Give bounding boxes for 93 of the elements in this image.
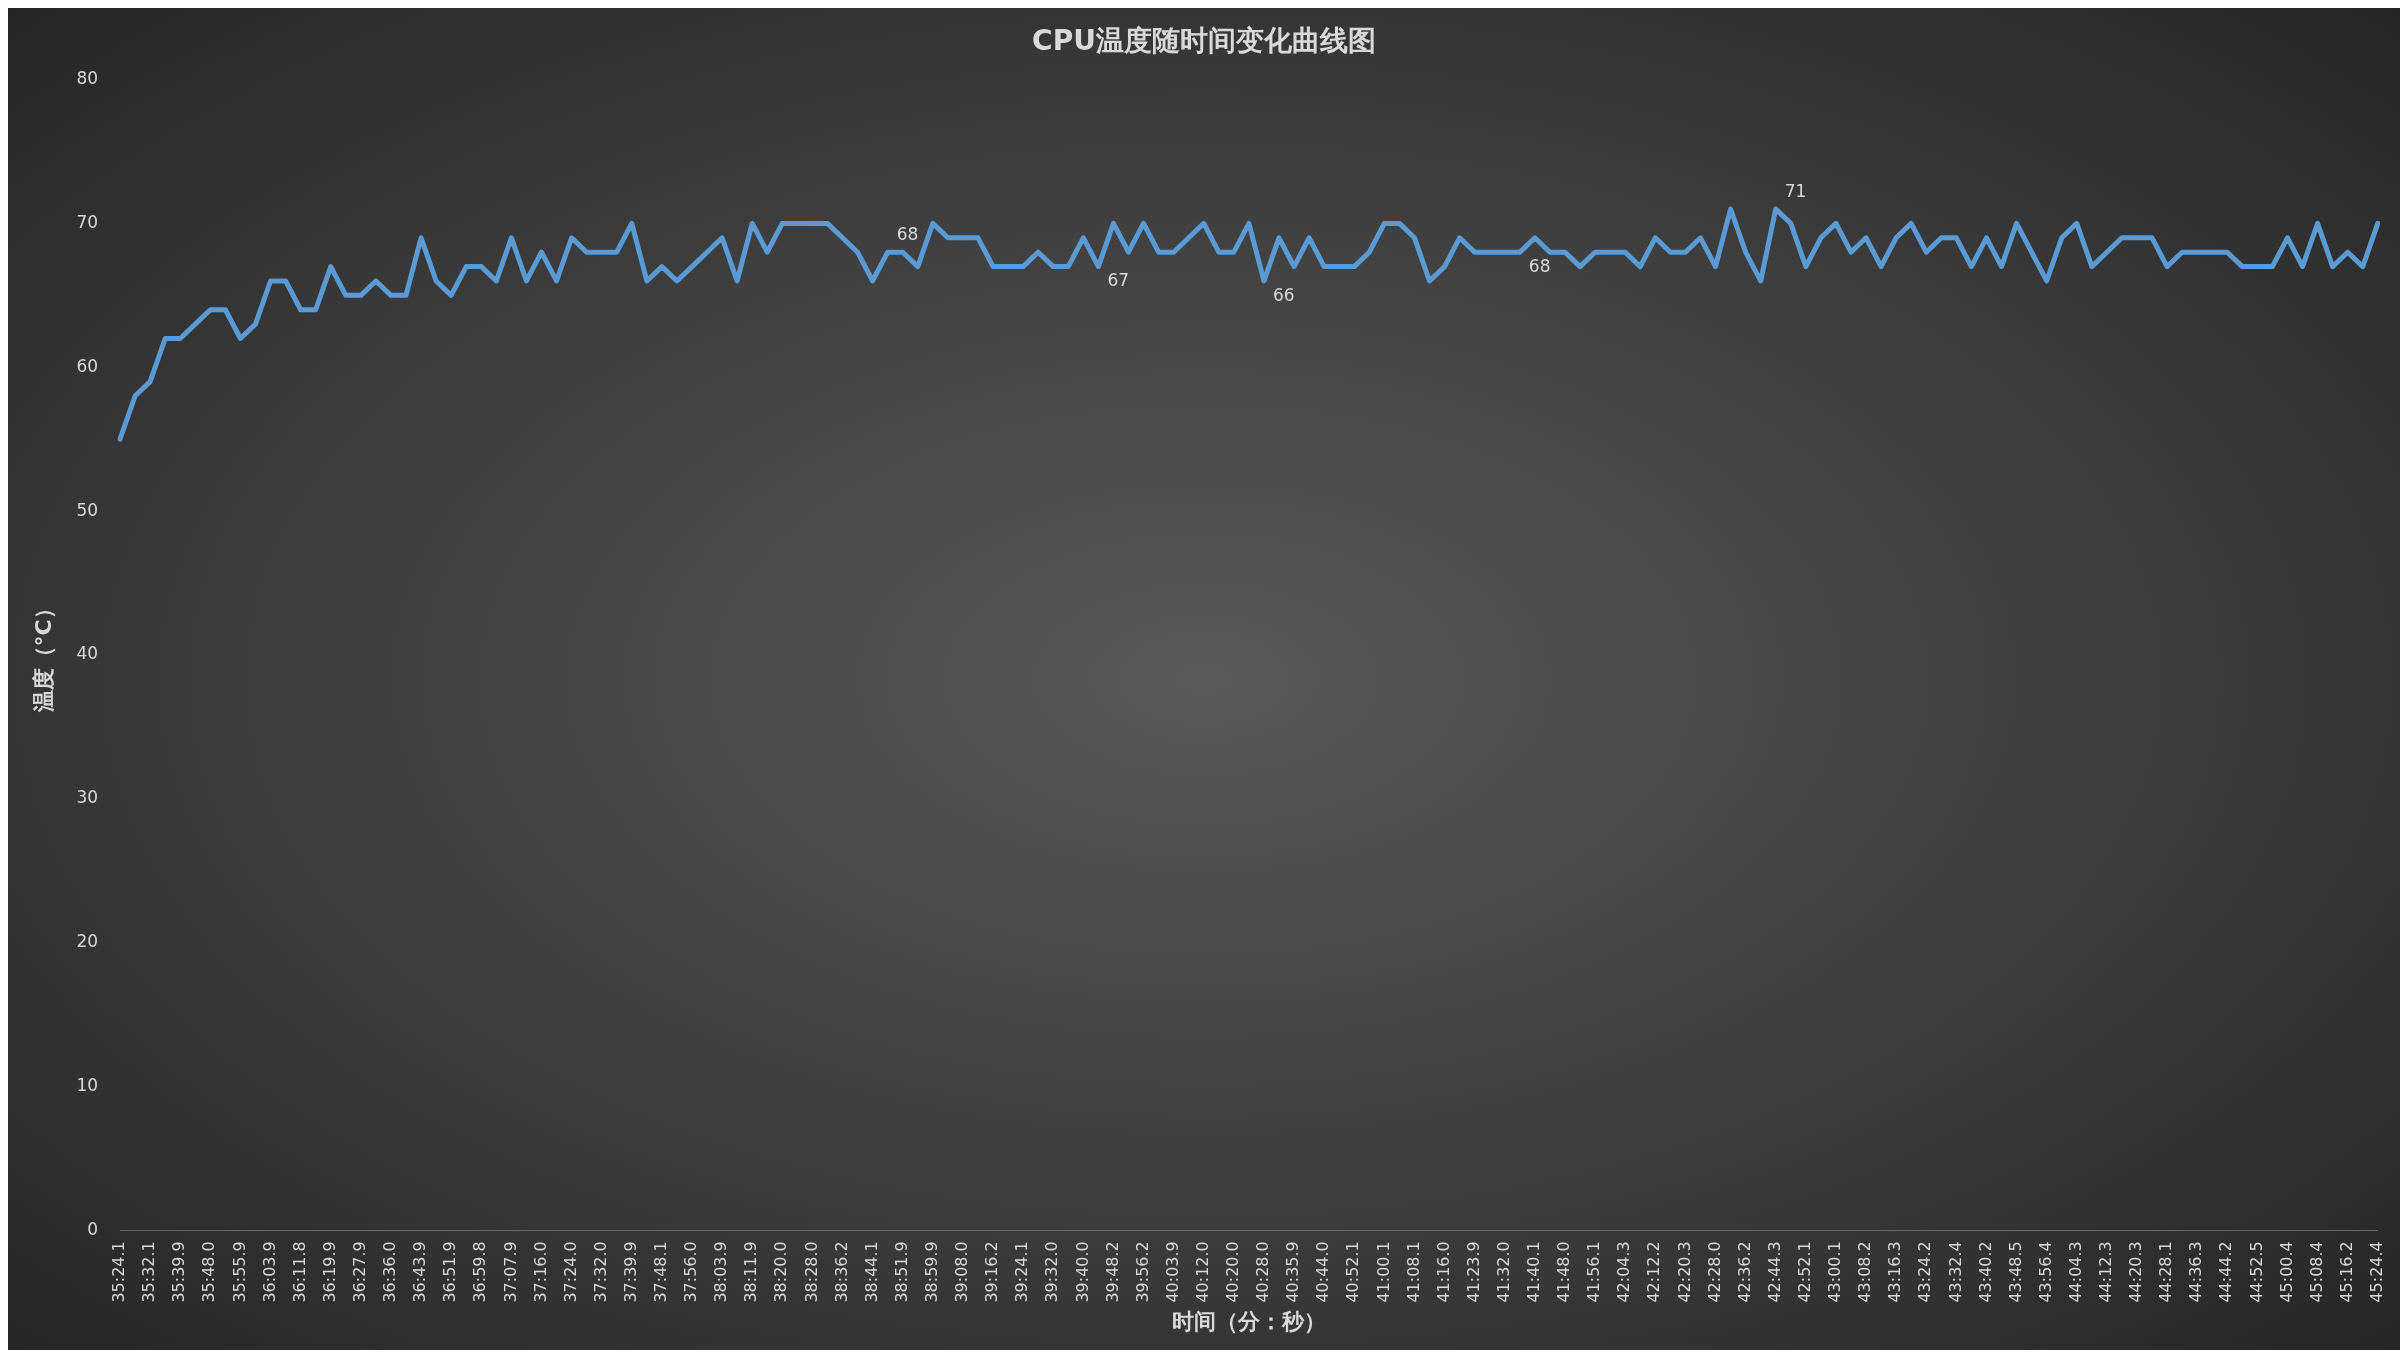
- x-tick-label: 40:12.0: [1192, 1241, 1212, 1303]
- x-tick-label: 43:40.2: [1975, 1241, 1995, 1303]
- x-tick-label: 41:08.1: [1403, 1241, 1423, 1303]
- x-tick-label: 38:03.9: [711, 1241, 731, 1303]
- y-tick-label: 30: [76, 787, 99, 808]
- x-tick-label: 44:12.3: [2096, 1241, 2116, 1303]
- x-tick-label: 35:55.9: [229, 1241, 249, 1303]
- x-tick-label: 44:28.1: [2156, 1241, 2176, 1303]
- y-tick-label: 10: [76, 1074, 99, 1095]
- x-tick-label: 41:16.0: [1433, 1241, 1453, 1303]
- x-tick-label: 42:36.2: [1734, 1241, 1754, 1303]
- x-tick-label: 43:48.5: [2005, 1241, 2025, 1303]
- x-tick-label: 42:04.3: [1614, 1241, 1634, 1303]
- x-tick-label: 38:20.0: [771, 1241, 791, 1303]
- x-axis-title: 时间（分：秒）: [1171, 1308, 1326, 1334]
- x-tick-label: 42:20.3: [1674, 1241, 1694, 1303]
- y-tick-label: 0: [87, 1218, 99, 1239]
- x-tick-label: 36:27.9: [350, 1241, 370, 1303]
- x-tick-label: 35:48.0: [199, 1241, 219, 1303]
- x-tick-label: 39:40.0: [1072, 1241, 1092, 1303]
- x-tick-label: 37:32.0: [590, 1241, 610, 1303]
- x-tick-label: 40:03.9: [1162, 1241, 1182, 1303]
- x-tick-label: 41:23.9: [1463, 1241, 1483, 1303]
- data-label: 68: [896, 224, 919, 245]
- x-tick-label: 39:32.0: [1042, 1241, 1062, 1303]
- x-tick-label: 36:11.8: [289, 1241, 309, 1303]
- x-tick-label: 35:32.1: [139, 1241, 159, 1303]
- x-tick-label: 40:20.0: [1223, 1241, 1243, 1303]
- data-label: 68: [1528, 256, 1551, 277]
- x-tick-label: 36:03.9: [259, 1241, 279, 1303]
- x-tick-label: 44:20.3: [2126, 1241, 2146, 1303]
- x-tick-label: 40:28.0: [1253, 1241, 1273, 1303]
- x-tick-label: 37:24.0: [560, 1241, 580, 1303]
- x-tick-label: 43:00.1: [1825, 1241, 1845, 1303]
- x-tick-label: 42:52.1: [1794, 1241, 1814, 1303]
- x-tick-label: 37:56.0: [681, 1241, 701, 1303]
- y-tick-label: 50: [76, 499, 99, 520]
- x-tick-label: 36:51.9: [440, 1241, 460, 1303]
- x-tick-label: 39:48.2: [1102, 1241, 1122, 1303]
- x-tick-label: 36:59.8: [470, 1241, 490, 1303]
- x-tick-label: 37:39.9: [620, 1241, 640, 1303]
- data-label: 67: [1107, 270, 1130, 291]
- x-tick-label: 42:12.2: [1644, 1241, 1664, 1303]
- x-tick-label: 36:19.9: [319, 1241, 339, 1303]
- x-tick-label: 35:24.1: [109, 1241, 129, 1303]
- x-tick-label: 44:04.3: [2065, 1241, 2085, 1303]
- x-tick-label: 38:11.9: [741, 1241, 761, 1303]
- x-tick-label: 41:48.0: [1554, 1241, 1574, 1303]
- x-tick-label: 38:59.9: [921, 1241, 941, 1303]
- x-tick-label: 41:32.0: [1493, 1241, 1513, 1303]
- x-tick-label: 43:56.4: [2035, 1241, 2055, 1303]
- x-tick-label: 45:16.2: [2336, 1241, 2356, 1303]
- x-tick-label: 43:16.3: [1885, 1241, 1905, 1303]
- y-tick-label: 60: [76, 355, 99, 376]
- x-tick-label: 38:51.9: [891, 1241, 911, 1303]
- x-tick-label: 41:00.1: [1373, 1241, 1393, 1303]
- x-tick-label: 45:00.4: [2276, 1241, 2296, 1303]
- x-tick-label: 37:48.1: [651, 1241, 671, 1303]
- data-label: 71: [1784, 180, 1807, 201]
- x-tick-label: 39:24.1: [1012, 1241, 1032, 1303]
- x-tick-label: 40:35.9: [1283, 1241, 1303, 1303]
- x-tick-label: 44:52.5: [2246, 1241, 2266, 1303]
- x-tick-label: 43:08.2: [1855, 1241, 1875, 1303]
- x-tick-label: 44:36.3: [2186, 1241, 2206, 1303]
- x-tick-label: 36:36.0: [380, 1241, 400, 1303]
- x-tick-label: 39:56.2: [1132, 1241, 1152, 1303]
- x-tick-label: 38:36.2: [831, 1241, 851, 1303]
- y-tick-label: 70: [76, 211, 99, 232]
- x-tick-label: 37:07.9: [500, 1241, 520, 1303]
- x-tick-label: 36:43.9: [410, 1241, 430, 1303]
- x-tick-label: 42:44.3: [1764, 1241, 1784, 1303]
- x-tick-label: 38:44.1: [861, 1241, 881, 1303]
- y-tick-label: 40: [76, 643, 99, 664]
- x-tick-label: 38:28.0: [801, 1241, 821, 1303]
- x-tick-label: 45:24.4: [2366, 1241, 2386, 1303]
- y-axis-title: 温度（°C）: [30, 597, 56, 714]
- data-label: 66: [1272, 284, 1295, 305]
- x-tick-label: 37:16.0: [530, 1241, 550, 1303]
- y-tick-label: 20: [76, 930, 99, 951]
- x-tick-label: 44:44.2: [2216, 1241, 2236, 1303]
- x-tick-label: 39:16.2: [982, 1241, 1002, 1303]
- x-tick-label: 41:40.1: [1524, 1241, 1544, 1303]
- y-tick-label: 80: [76, 68, 99, 89]
- x-tick-label: 40:44.0: [1313, 1241, 1333, 1303]
- x-tick-label: 45:08.4: [2306, 1241, 2326, 1303]
- x-tick-label: 35:39.9: [169, 1241, 189, 1303]
- x-tick-label: 39:08.0: [952, 1241, 972, 1303]
- x-tick-label: 42:28.0: [1704, 1241, 1724, 1303]
- x-tick-label: 43:32.4: [1945, 1241, 1965, 1303]
- chart-title: CPU温度随时间变化曲线图: [1032, 24, 1376, 58]
- x-tick-label: 43:24.2: [1915, 1241, 1935, 1303]
- x-tick-label: 41:56.1: [1584, 1241, 1604, 1303]
- x-tick-label: 40:52.1: [1343, 1241, 1363, 1303]
